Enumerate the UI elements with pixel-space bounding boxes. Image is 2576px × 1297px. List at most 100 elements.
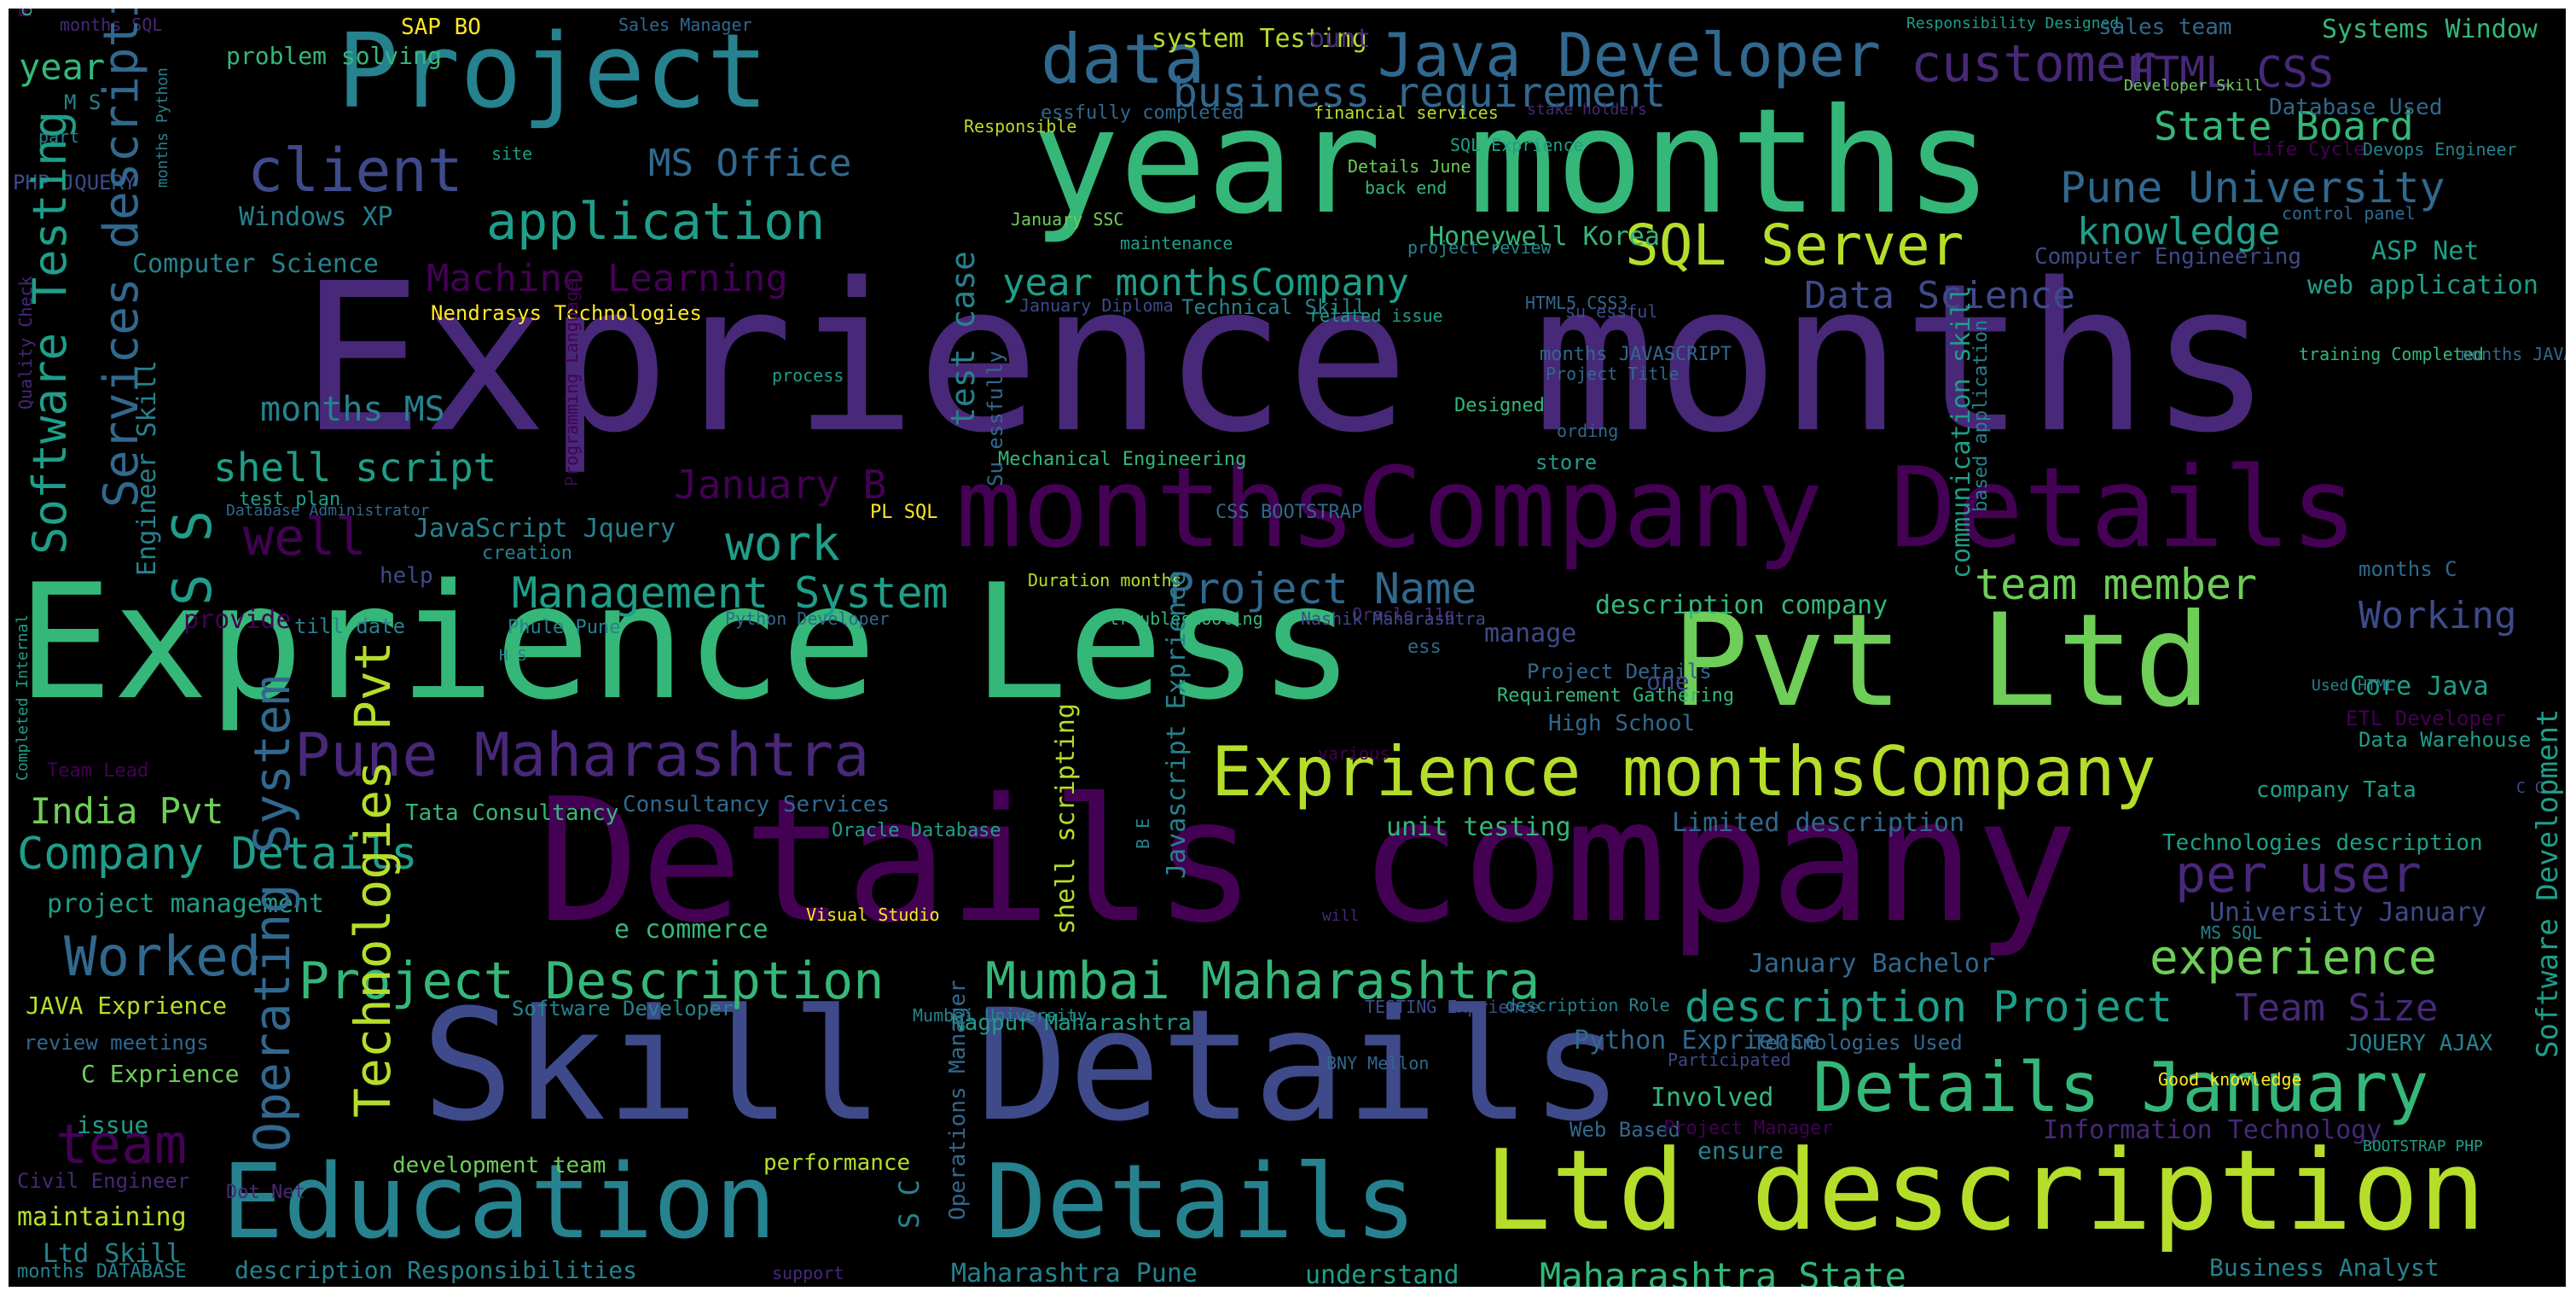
cloud-word: knowledge	[2077, 210, 2281, 253]
cloud-word: Project	[337, 13, 769, 131]
word-cloud: Exprience months Details company Skill Det…	[9, 9, 2566, 1287]
cloud-word: Civil Engineer	[17, 1169, 190, 1193]
cloud-word: University January	[2209, 898, 2487, 928]
cloud-word: various	[1318, 743, 1390, 764]
cloud-word: Pvt Ltd	[1672, 587, 2212, 736]
cloud-word: Technologies description	[2162, 830, 2483, 856]
cloud-word: Mumbai University	[913, 1005, 1088, 1026]
cloud-word: Details	[985, 1143, 1417, 1262]
cloud-word: Tata Consultancy	[405, 800, 619, 826]
cloud-word: Devops Engineer	[2363, 139, 2517, 160]
cloud-word: Nendrasys Technologies	[431, 301, 702, 325]
cloud-word: January Diploma	[1019, 295, 1174, 316]
cloud-word: Company Details	[17, 829, 418, 880]
cloud-word: part	[38, 126, 80, 147]
cloud-word: work	[725, 516, 840, 572]
cloud-word: January Bachelor	[1749, 949, 1995, 979]
cloud-word: C Exprience	[81, 1060, 240, 1088]
cloud-word: Phule Pune	[508, 617, 621, 638]
cloud-word: problem solving	[226, 42, 442, 70]
cloud-word: Pune University	[2060, 163, 2445, 212]
cloud-word: per user	[2175, 845, 2422, 904]
cloud-word: Honeywell Korea	[1429, 222, 1660, 252]
cloud-word: Management System	[512, 568, 949, 618]
cloud-word: issue	[77, 1111, 149, 1139]
cloud-word: manage	[1484, 619, 1577, 648]
cloud-word: year monthsCompany	[1002, 261, 1409, 305]
cloud-word: SAP BO	[401, 15, 481, 40]
cloud-word: business requirement	[1173, 69, 1666, 117]
cloud-word: su essful	[1565, 301, 1658, 322]
cloud-word: training Completed	[2299, 344, 2484, 364]
cloud-word: Windows XP	[239, 202, 393, 232]
cloud-word: Designed	[1454, 395, 1545, 416]
cloud-word: Technologies Pvt	[344, 641, 402, 1118]
cloud-word: Su essfully	[983, 351, 1007, 486]
cloud-word: Project Details	[1527, 660, 1712, 683]
cloud-word: Software Developer	[512, 997, 734, 1021]
cloud-word: Exprience months	[300, 239, 2272, 478]
cloud-word: Nagpur Maharashtra	[951, 1010, 1192, 1036]
cloud-word: customer	[1911, 34, 2157, 94]
cloud-word: Java Developer	[1378, 20, 1882, 90]
cloud-word: months JAVASCRIPT	[1540, 344, 1732, 365]
cloud-word: Working	[2358, 594, 2517, 637]
cloud-word: description Role	[1506, 995, 1670, 1015]
cloud-word: description Responsibilities	[235, 1256, 638, 1284]
cloud-word: months SQL	[60, 15, 163, 35]
cloud-word: Sales Manager	[618, 15, 752, 35]
cloud-word: monthsCompany Details	[955, 443, 2358, 573]
cloud-word: Requirement Gathering	[1497, 685, 1735, 707]
cloud-word: India Pvt	[30, 790, 224, 832]
cloud-word: development team	[392, 1153, 606, 1178]
cloud-word: Core Java	[2350, 672, 2489, 701]
cloud-word: PHP JQUERY	[13, 171, 136, 195]
cloud-word: Javascript Exprience	[1162, 570, 1192, 879]
cloud-word: Python Exprience	[1574, 1026, 1820, 1056]
cloud-word: Project Manager	[1663, 1118, 1833, 1139]
cloud-word: test plan	[239, 489, 341, 510]
cloud-word: client	[247, 136, 463, 206]
cloud-word: MS SQL	[2201, 922, 2263, 943]
cloud-word: Involved	[1651, 1083, 1774, 1113]
cloud-word: Details company	[537, 762, 2079, 961]
cloud-word: JavaScript Jquery	[414, 514, 676, 544]
cloud-word: Maharashtra Pune	[951, 1259, 1198, 1287]
cloud-word: Duration months	[1028, 570, 1182, 590]
cloud-word: Project Description	[299, 951, 885, 1011]
cloud-word: provide	[183, 605, 292, 635]
cloud-word: BNY Mellon	[1326, 1053, 1430, 1073]
cloud-word: Dot Net	[226, 1182, 305, 1203]
cloud-word: B E	[1133, 817, 1153, 849]
cloud-word: January B	[674, 462, 887, 508]
cloud-word: S C	[893, 1179, 925, 1229]
cloud-word: company description	[15, 9, 36, 17]
cloud-word: back end	[1365, 177, 1448, 198]
cloud-word: Exprience monthsCompany	[1211, 732, 2156, 811]
cloud-word: Oracle Database	[832, 820, 1001, 841]
cloud-word: CSS BOOTSTRAP	[1215, 502, 1363, 523]
cloud-word: H S	[499, 647, 527, 665]
cloud-word: data	[1041, 20, 1205, 99]
cloud-word: Mumbai Maharashtra	[985, 951, 1540, 1011]
cloud-word: BOOTSTRAP PHP	[2363, 1137, 2483, 1155]
cloud-word: Computer Engineering	[2034, 244, 2302, 270]
cloud-word: site	[491, 143, 533, 164]
cloud-word: State Board	[2154, 103, 2414, 149]
cloud-word: maintenance	[1120, 233, 1233, 253]
cloud-word: Pune Maharashtra	[294, 720, 870, 790]
cloud-word: months MS	[260, 390, 445, 429]
cloud-word: based application	[1970, 319, 1992, 512]
cloud-word: Life Cycle	[2252, 139, 2365, 160]
cloud-word: Technical Skill	[1181, 295, 1366, 319]
cloud-word: Systems Window	[2322, 15, 2538, 44]
cloud-word: troubleshooting	[1109, 608, 1263, 629]
cloud-word: Details January	[1813, 1048, 2429, 1127]
cloud-word: project review	[1407, 237, 1552, 258]
cloud-word: Programming Language	[561, 281, 582, 486]
cloud-word: experience	[2150, 930, 2438, 986]
cloud-word: MS Office	[648, 142, 852, 185]
cloud-word: project management	[47, 889, 325, 919]
cloud-word: Participated	[1668, 1050, 1791, 1070]
cloud-word: maintaining	[17, 1202, 187, 1232]
